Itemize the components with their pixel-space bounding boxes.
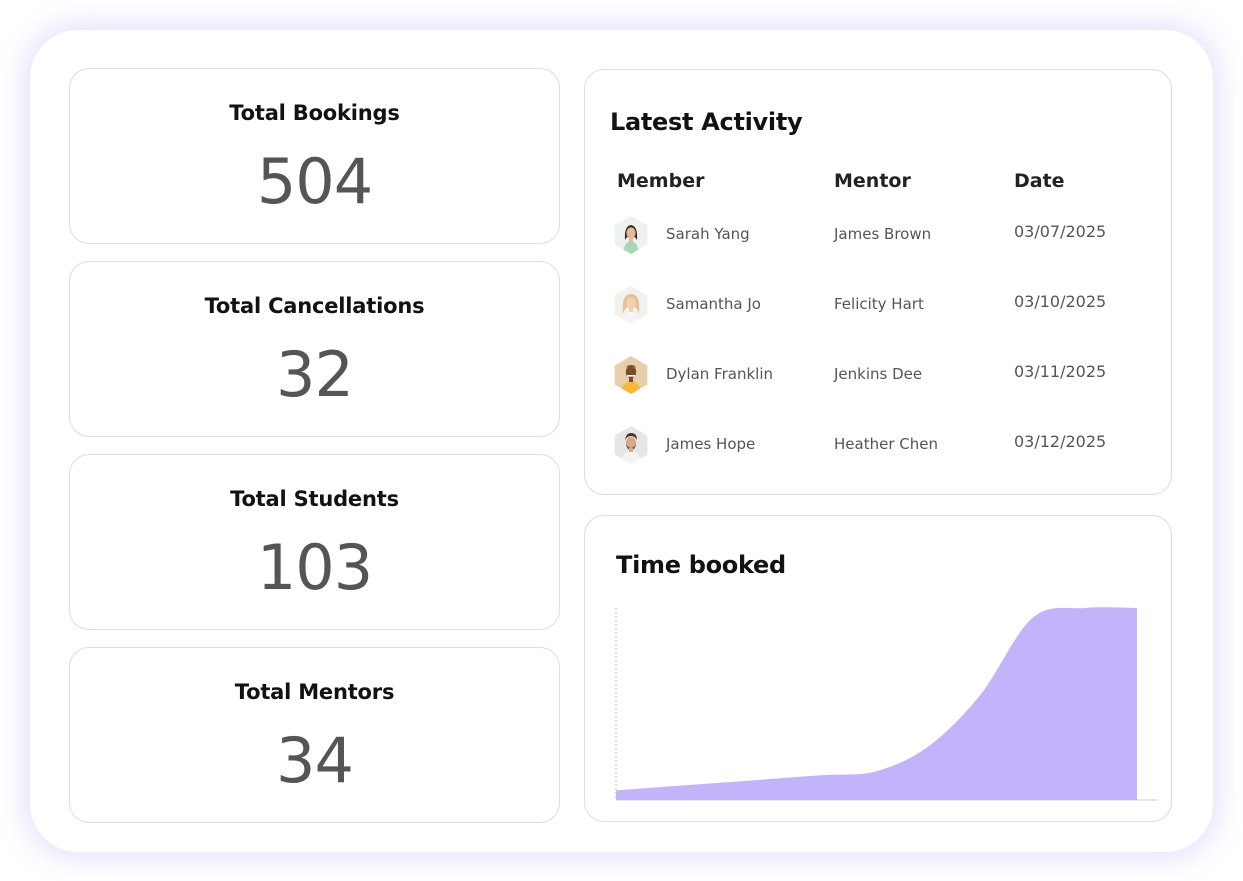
member-name: Dylan Franklin	[666, 365, 773, 383]
time-booked-card: Time booked	[584, 515, 1172, 822]
activity-date: 03/07/2025	[1014, 222, 1107, 241]
mentor-column-header: Mentor	[834, 170, 911, 192]
total-mentors-card: Total Mentors 34	[69, 647, 560, 823]
time-booked-area	[616, 607, 1137, 800]
activity-row[interactable]: James Hope Heather Chen 03/12/2025	[585, 423, 1171, 467]
activity-date: 03/12/2025	[1014, 432, 1107, 451]
time-booked-title: Time booked	[616, 551, 786, 579]
total-bookings-value: 504	[256, 145, 373, 218]
mentor-name: James Brown	[834, 225, 932, 243]
total-bookings-label: Total Bookings	[229, 101, 400, 125]
avatar-man-yellow-shirt-icon	[614, 356, 648, 394]
latest-activity-card: Latest Activity Member Mentor Date Sarah…	[584, 69, 1172, 495]
avatar-woman-blonde-icon	[614, 286, 648, 324]
activity-date: 03/11/2025	[1014, 362, 1107, 381]
member-name: Samantha Jo	[666, 295, 761, 313]
activity-date: 03/10/2025	[1014, 292, 1107, 311]
total-bookings-card: Total Bookings 504	[69, 68, 560, 244]
time-booked-chart	[615, 607, 1158, 801]
total-cancellations-label: Total Cancellations	[204, 294, 425, 318]
avatar-man-beard-icon	[614, 426, 648, 464]
mentor-name: Heather Chen	[834, 435, 938, 453]
total-cancellations-card: Total Cancellations 32	[69, 261, 560, 437]
total-students-value: 103	[256, 531, 373, 604]
member-name: Sarah Yang	[666, 225, 750, 243]
activity-row[interactable]: Sarah Yang James Brown 03/07/2025	[585, 213, 1171, 257]
mentor-name: Felicity Hart	[834, 295, 924, 313]
date-column-header: Date	[1014, 170, 1065, 192]
total-students-card: Total Students 103	[69, 454, 560, 630]
total-students-label: Total Students	[230, 487, 399, 511]
activity-row[interactable]: Samantha Jo Felicity Hart 03/10/2025	[585, 283, 1171, 327]
total-mentors-label: Total Mentors	[234, 680, 395, 704]
mentor-name: Jenkins Dee	[834, 365, 923, 383]
latest-activity-title: Latest Activity	[610, 108, 803, 136]
total-cancellations-value: 32	[276, 338, 354, 411]
activity-row[interactable]: Dylan Franklin Jenkins Dee 03/11/2025	[585, 353, 1171, 397]
member-name: James Hope	[666, 435, 756, 453]
avatar-woman-green-top-icon	[614, 216, 648, 254]
member-column-header: Member	[617, 170, 705, 192]
total-mentors-value: 34	[276, 724, 354, 797]
